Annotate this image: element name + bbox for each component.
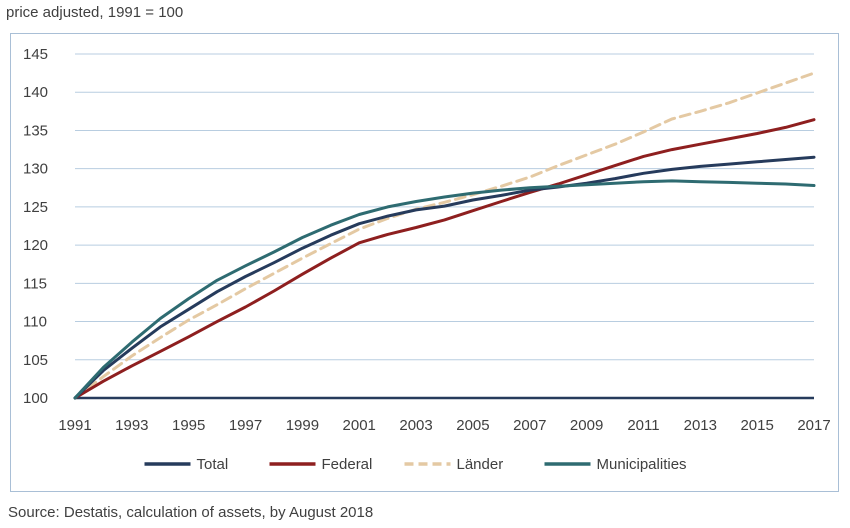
legend: Total Federal Länder Municipalities <box>144 456 687 473</box>
y-tick-label: 145 <box>23 46 48 63</box>
x-tick-label: 2013 <box>684 417 717 434</box>
y-tick-label: 130 <box>23 161 48 178</box>
y-tick-label: 105 <box>23 352 48 369</box>
x-tick-label: 1999 <box>286 417 319 434</box>
x-tick-label: 2017 <box>797 417 830 434</box>
x-tick-label: 1991 <box>58 417 91 434</box>
y-tick-label: 135 <box>23 122 48 139</box>
series-lines <box>73 71 816 400</box>
legend-item-lander: Länder <box>404 456 504 473</box>
legend-label: Total <box>197 456 229 473</box>
y-axis: 100 105 110 115 120 125 130 135 140 145 <box>23 46 48 407</box>
legend-item-federal: Federal <box>269 456 373 473</box>
y-tick-label: 110 <box>23 314 47 331</box>
y-tick-label: 115 <box>23 275 47 292</box>
x-tick-label: 2003 <box>399 417 432 434</box>
x-tick-label: 2011 <box>627 417 659 434</box>
series-line-municipalities <box>73 179 816 400</box>
y-tick-label: 125 <box>23 199 48 216</box>
series-line-federal <box>73 118 816 400</box>
y-tick-label: 140 <box>23 84 48 101</box>
y-tick-label: 100 <box>23 390 48 407</box>
series-line-lander <box>73 71 816 400</box>
series-line-total <box>73 155 816 400</box>
legend-label: Federal <box>322 456 373 473</box>
legend-label: Municipalities <box>597 456 687 473</box>
legend-label: Länder <box>457 456 504 473</box>
chart-subtitle: price adjusted, 1991 = 100 <box>6 4 184 21</box>
legend-item-municipalities: Municipalities <box>544 456 687 473</box>
x-tick-label: 1997 <box>229 417 262 434</box>
x-tick-label: 2007 <box>513 417 546 434</box>
x-tick-label: 1995 <box>172 417 205 434</box>
source-note: Source: Destatis, calculation of assets,… <box>8 504 374 521</box>
x-tick-label: 2005 <box>456 417 489 434</box>
legend-item-total: Total <box>144 456 229 473</box>
chart-frame: 100 105 110 115 120 125 130 135 140 145 1991 1993 1… <box>10 33 839 492</box>
y-tick-label: 120 <box>23 237 48 254</box>
x-tick-label: 2015 <box>740 417 773 434</box>
x-tick-label: 1993 <box>115 417 148 434</box>
x-tick-label: 2001 <box>343 417 376 434</box>
x-axis: 1991 1993 1995 1997 1999 2001 2003 2005 2007 2009… <box>58 396 831 434</box>
x-tick-label: 2009 <box>570 417 603 434</box>
